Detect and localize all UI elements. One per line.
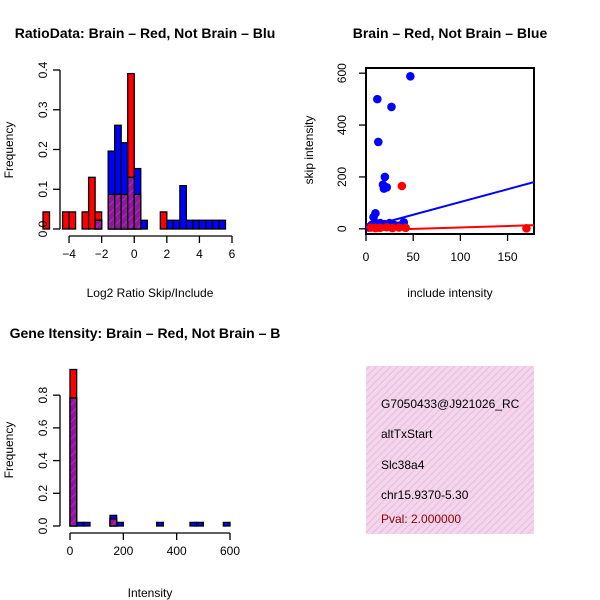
intensity-scatter: Brain – Red, Not Brain – Blue include in… bbox=[302, 25, 547, 300]
y-axis-tick-label: 200 bbox=[335, 167, 349, 187]
intensity-histogram: Gene Itensity: Brain – Red, Not Brain – … bbox=[2, 325, 280, 600]
x-axis-tick-label: 0 bbox=[131, 247, 138, 261]
histogram-bar-overlap bbox=[69, 397, 78, 527]
histogram-bar-overlap bbox=[120, 193, 129, 230]
x-axis-tick-label: 50 bbox=[407, 250, 421, 264]
y-axis-tick-label: 0.1 bbox=[36, 181, 50, 198]
probe-id-text: G7050433@J921026_RC bbox=[381, 397, 520, 411]
x-axis-tick-label: 4 bbox=[196, 247, 203, 261]
ratio-histogram-ylabel: Frequency bbox=[2, 122, 16, 179]
histogram-bar-brain bbox=[159, 211, 168, 230]
x-axis-tick-label: 150 bbox=[498, 250, 518, 264]
histogram-bar-overlap bbox=[107, 193, 116, 230]
histogram-bar-not-brain bbox=[218, 219, 227, 230]
scatter-point-not-brain bbox=[387, 102, 396, 112]
gene-symbol-text: Slc38a4 bbox=[381, 458, 425, 472]
histogram-bar-brain bbox=[68, 211, 77, 230]
histogram-bar-not-brain bbox=[222, 521, 231, 527]
x-axis-tick-label: 200 bbox=[113, 544, 133, 558]
x-axis-tick-label: 6 bbox=[229, 247, 236, 261]
histogram-bar-not-brain bbox=[185, 219, 194, 230]
x-axis-tick-label: 0 bbox=[67, 544, 74, 558]
x-axis-tick-label: −2 bbox=[95, 247, 109, 261]
scatter-point-not-brain bbox=[373, 94, 382, 104]
histogram-bar-brain bbox=[61, 211, 70, 230]
info-panel: G7050433@J921026_RC altTxStart Slc38a4 c… bbox=[366, 366, 534, 534]
y-axis-tick-label: 0.2 bbox=[36, 485, 50, 502]
y-axis-tick-label: 0.2 bbox=[36, 141, 50, 158]
scatter-xlabel: include intensity bbox=[407, 286, 492, 300]
y-axis-tick-label: 0.4 bbox=[36, 61, 50, 78]
x-axis-tick-label: 600 bbox=[220, 544, 240, 558]
event-type-text: altTxStart bbox=[381, 427, 433, 441]
genomic-location-text: chr15.9370-5.30 bbox=[381, 488, 469, 502]
y-axis-tick-label: 0.3 bbox=[36, 101, 50, 118]
scatter-point-not-brain bbox=[373, 137, 383, 147]
histogram-bar-overlap bbox=[109, 518, 118, 527]
histogram-bar-not-brain bbox=[166, 219, 174, 230]
histogram-bar-not-brain bbox=[192, 219, 201, 230]
y-axis-tick-label: 0 bbox=[335, 225, 349, 232]
info-panel-background bbox=[366, 366, 534, 534]
scatter-point-brain bbox=[401, 223, 410, 233]
histogram-bar-not-brain bbox=[205, 219, 214, 230]
intensity-histogram-title: Gene Itensity: Brain – Red, Not Brain – … bbox=[10, 325, 281, 341]
y-axis-tick-label: 0.4 bbox=[36, 452, 50, 469]
histogram-bar-not-brain bbox=[82, 521, 91, 527]
histogram-bar-overlap bbox=[114, 193, 122, 230]
histogram-bar-not-brain bbox=[189, 521, 198, 527]
scatter-point-not-brain bbox=[406, 72, 415, 81]
scatter-point-brain bbox=[394, 223, 404, 232]
scatter-point-not-brain bbox=[369, 212, 378, 222]
histogram-bar-overlap bbox=[127, 176, 135, 230]
y-axis-tick-label: 600 bbox=[335, 63, 349, 83]
scatter-ylabel: skip intensity bbox=[302, 116, 316, 185]
histogram-bar-brain bbox=[42, 211, 51, 230]
histogram-bar-not-brain bbox=[156, 521, 164, 527]
histogram-bar-not-brain bbox=[140, 219, 148, 230]
x-axis-tick-label: −4 bbox=[62, 247, 76, 261]
intensity-histogram-ylabel: Frequency bbox=[2, 422, 16, 479]
histogram-bar-not-brain bbox=[76, 521, 84, 527]
histogram-bar-brain bbox=[87, 176, 96, 230]
x-axis-tick-label: 100 bbox=[450, 250, 470, 264]
x-axis-tick-label: 400 bbox=[167, 544, 187, 558]
scatter-point-brain bbox=[522, 223, 531, 233]
histogram-bar-not-brain bbox=[179, 185, 188, 230]
ratio-histogram-xlabel: Log2 Ratio Skip/Include bbox=[87, 286, 214, 300]
y-axis-tick-label: 0.0 bbox=[36, 517, 50, 534]
scatter-point-brain bbox=[397, 181, 407, 191]
intensity-histogram-xlabel: Intensity bbox=[128, 586, 173, 600]
ratio-histogram: RatioData: Brain – Red, Not Brain – Blu … bbox=[2, 25, 275, 300]
histogram-bar-not-brain bbox=[198, 219, 207, 230]
scatter-point-not-brain bbox=[380, 172, 390, 182]
histogram-bar-not-brain bbox=[196, 521, 204, 527]
x-axis-tick-label: 0 bbox=[363, 250, 370, 264]
fit-line-not-brain bbox=[366, 181, 534, 229]
histogram-bar-brain bbox=[81, 211, 90, 230]
y-axis-tick-label: 0.8 bbox=[36, 387, 50, 404]
scatter-point-not-brain bbox=[382, 183, 392, 192]
pval-text: Pval: 2.000000 bbox=[381, 512, 461, 526]
histogram-bar-not-brain bbox=[172, 219, 181, 230]
y-axis-tick-label: 400 bbox=[335, 115, 349, 135]
histogram-bar-overlap bbox=[133, 193, 142, 230]
scatter-point-brain bbox=[388, 223, 397, 233]
histogram-bar-not-brain bbox=[211, 219, 220, 230]
histogram-bar-not-brain bbox=[116, 521, 124, 527]
histogram-bar-overlap bbox=[94, 219, 103, 230]
y-axis-tick-label: 0.6 bbox=[36, 419, 50, 436]
scatter-title: Brain – Red, Not Brain – Blue bbox=[353, 25, 548, 41]
x-axis-tick-label: 2 bbox=[163, 247, 170, 261]
y-axis-tick-label: 0.0 bbox=[36, 220, 50, 237]
ratio-histogram-title: RatioData: Brain – Red, Not Brain – Blu bbox=[15, 25, 276, 41]
scatter-plot-frame bbox=[365, 67, 535, 235]
scatter-point-brain bbox=[375, 223, 385, 233]
